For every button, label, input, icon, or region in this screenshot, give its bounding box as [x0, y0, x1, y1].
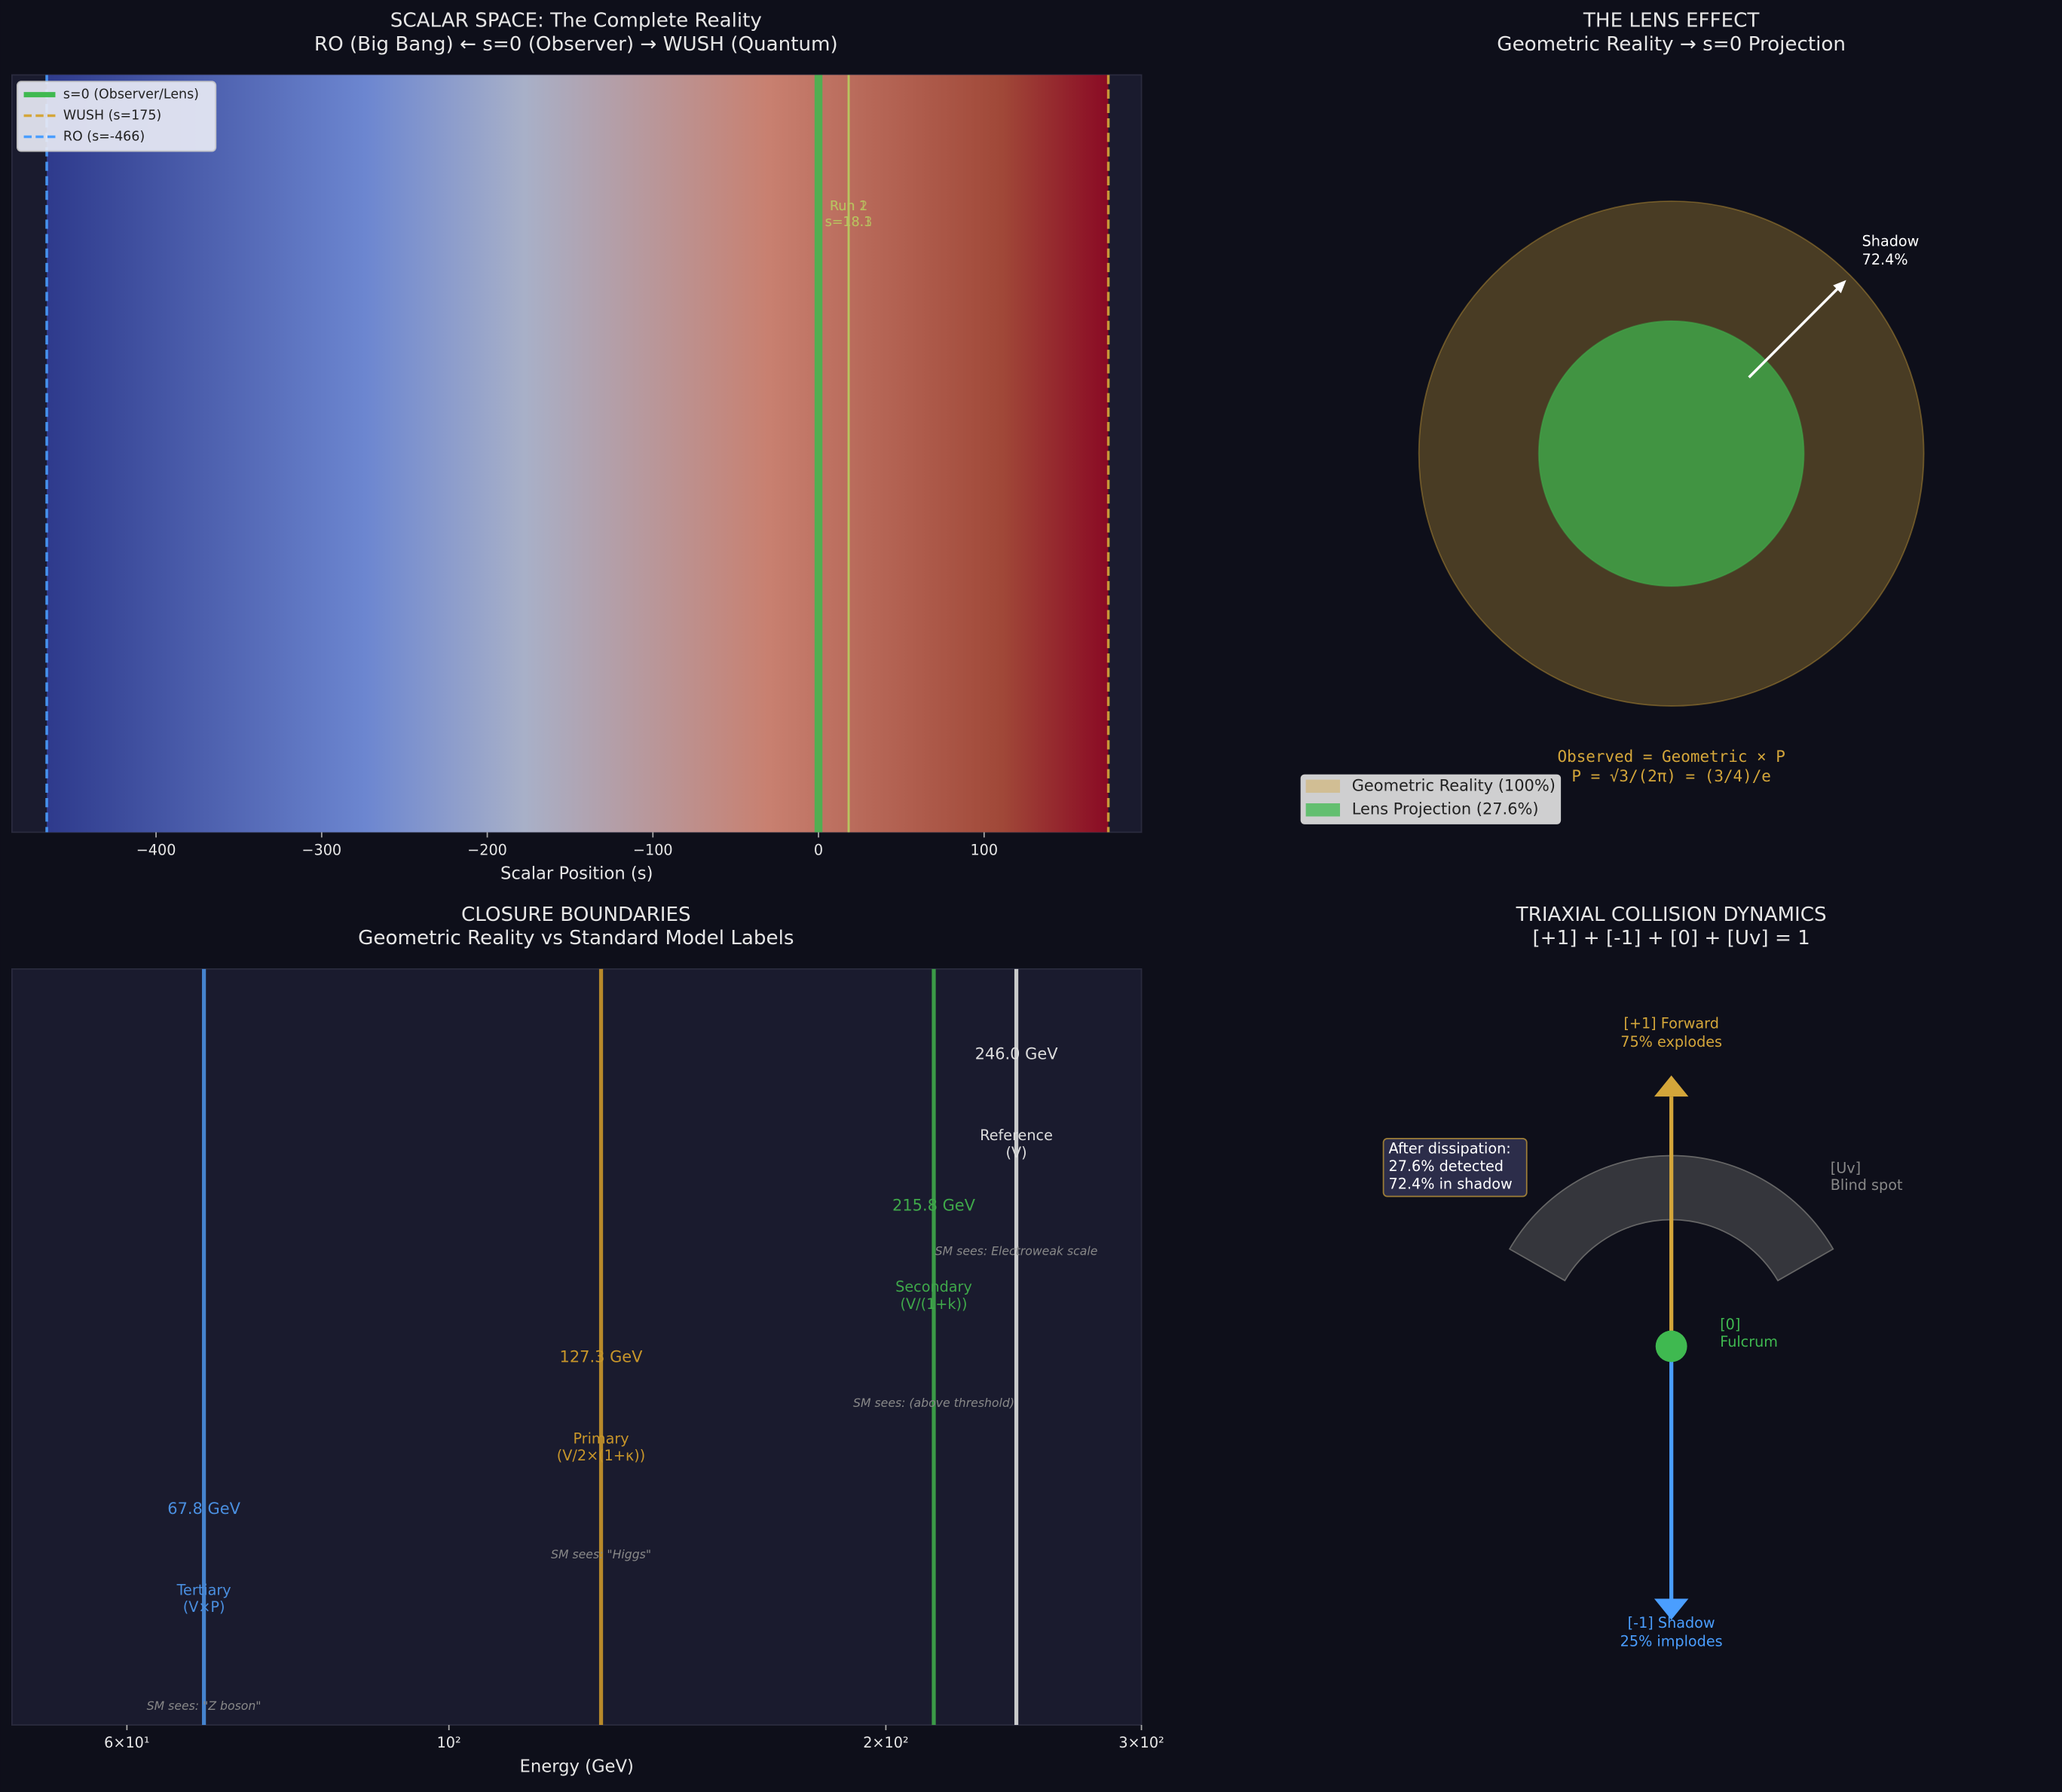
- plot-area: [11, 968, 1143, 1726]
- forward-head: [1654, 1075, 1689, 1097]
- area-circle: [1537, 320, 1805, 587]
- x-tick-label: 0: [814, 841, 823, 858]
- fulcrum-note: Fulcrum: [1720, 1333, 1778, 1350]
- callout-box: [1382, 1138, 1528, 1197]
- x-axis-label: Scalar Position (s): [500, 864, 653, 884]
- line-formula: (V): [1006, 1144, 1027, 1161]
- legend-swatch: [1305, 779, 1340, 794]
- legend-label: RO (s=-466): [63, 129, 145, 144]
- sm-label: SM sees: Electroweak scale: [935, 1244, 1098, 1258]
- shadow-label: [-1] Shadow: [1628, 1614, 1715, 1631]
- x-tick-label: 2×10²: [863, 1734, 908, 1751]
- marker-value: s=18.3: [825, 215, 873, 230]
- x-tick-label: 3×10²: [1118, 1734, 1164, 1751]
- legend-box: [1300, 774, 1562, 824]
- x-tick-label: 6×10¹: [104, 1734, 149, 1751]
- x-tick-label: −400: [136, 841, 176, 858]
- panel-title: CLOSURE BOUNDARIES: [461, 904, 691, 926]
- sm-label: SM sees: "Higgs": [551, 1547, 651, 1561]
- arrow-head: [1833, 280, 1846, 294]
- value-label: 127.3 GeV: [560, 1348, 644, 1366]
- blind-spot-label: [Uv]: [1831, 1160, 1861, 1177]
- legend-label: s=0 (Observer/Lens): [63, 87, 199, 102]
- panel-subtitle: Geometric Reality → s=0 Projection: [1497, 33, 1846, 56]
- panel-title: TRIAXIAL COLLISION DYNAMICS: [1516, 904, 1827, 926]
- callout-line: After dissipation:: [1389, 1139, 1511, 1157]
- legend-label: WUSH (s=175): [63, 109, 161, 124]
- fulcrum: [1655, 1330, 1687, 1362]
- value-label: 215.8 GeV: [892, 1197, 976, 1215]
- x-tick-label: −100: [633, 841, 673, 858]
- shadow-note: 25% implodes: [1620, 1633, 1723, 1650]
- fulcrum-label: [0]: [1720, 1316, 1740, 1333]
- line-name: Secondary: [895, 1278, 972, 1295]
- forward-label: [+1] Forward: [1623, 1015, 1719, 1032]
- panel-title: THE LENS EFFECT: [1583, 9, 1760, 32]
- shadow-head: [1654, 1598, 1689, 1620]
- value-label: 246.0 GeV: [975, 1044, 1059, 1063]
- blind-spot-note: Blind spot: [1831, 1176, 1903, 1194]
- line-name: Primary: [573, 1430, 629, 1447]
- panel-title: SCALAR SPACE: The Complete Reality: [390, 9, 762, 32]
- panel-subtitle: Geometric Reality vs Standard Model Labe…: [358, 927, 794, 950]
- sm-label: SM sees: (above threshold): [853, 1396, 1014, 1410]
- x-tick-label: −200: [467, 841, 507, 858]
- annotation-label: Shadow: [1862, 233, 1920, 250]
- legend-swatch: [1305, 803, 1340, 817]
- line-formula: (V/2×(1+κ)): [557, 1447, 645, 1464]
- marker-name: Run 2: [830, 199, 867, 214]
- shadow-arrow: [1748, 284, 1842, 378]
- line-name: Tertiary: [176, 1582, 231, 1599]
- forward-note: 75% explodes: [1620, 1033, 1722, 1050]
- annotation-value: 72.4%: [1862, 251, 1908, 268]
- callout-line: 27.6% detected: [1389, 1157, 1504, 1175]
- line-formula: (V/(1+k)): [901, 1295, 968, 1313]
- line-formula: (V×P): [183, 1598, 225, 1616]
- formula-note: Observed = Geometric × P: [1558, 748, 1785, 766]
- legend-label: Lens Projection (27.6%): [1352, 800, 1539, 818]
- panel-subtitle: RO (Big Bang) ← s=0 (Observer) → WUSH (Q…: [314, 33, 838, 56]
- scalar-gradient: [47, 75, 1109, 833]
- formula-note: P = √3/(2π) = (3/4)/e: [1571, 767, 1771, 785]
- legend-box: [16, 81, 217, 152]
- x-tick-label: 10²: [437, 1734, 461, 1751]
- x-tick-label: −300: [301, 841, 341, 858]
- sm-label: SM sees: "Z boson": [147, 1699, 262, 1713]
- callout-line: 72.4% in shadow: [1389, 1175, 1513, 1192]
- x-axis-label: Energy (GeV): [520, 1757, 634, 1776]
- legend-label: Geometric Reality (100%): [1352, 776, 1556, 794]
- value-label: 67.8 GeV: [167, 1500, 240, 1518]
- line-name: Reference: [980, 1127, 1053, 1144]
- panel-subtitle: [+1] + [-1] + [0] + [Uv] = 1: [1532, 927, 1810, 950]
- x-tick-label: 100: [970, 841, 998, 858]
